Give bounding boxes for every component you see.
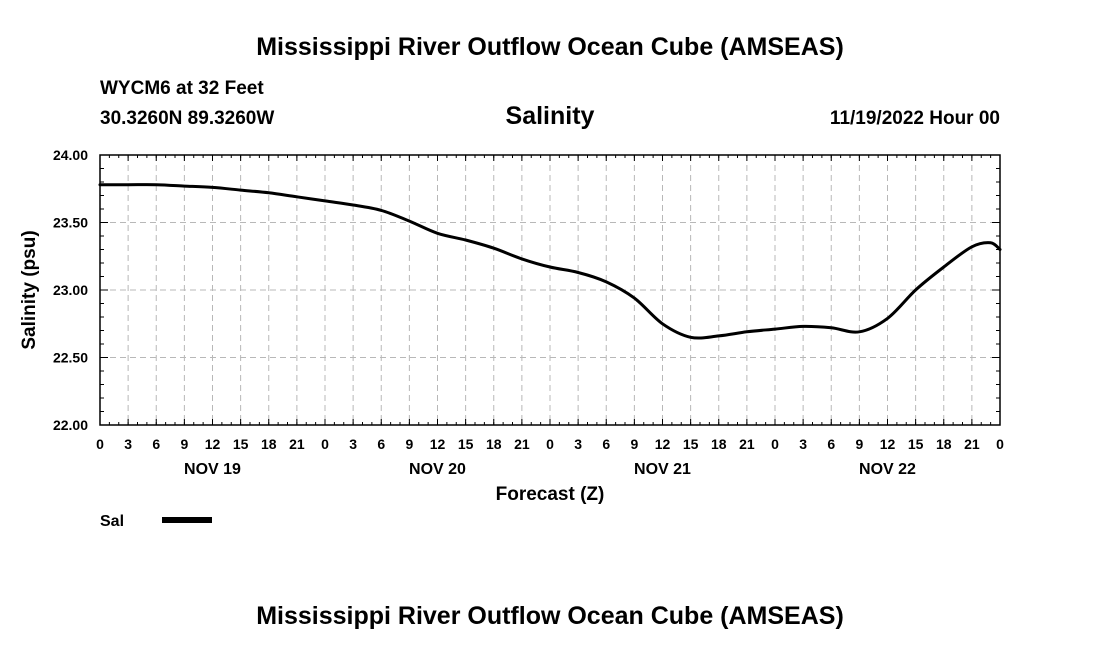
x-tick-label: 3 — [799, 436, 807, 452]
x-tick-label: 9 — [855, 436, 863, 452]
x-tick-label: 21 — [514, 436, 530, 452]
day-label: NOV 22 — [859, 461, 916, 478]
x-tick-label: 15 — [458, 436, 474, 452]
x-tick-label: 0 — [546, 436, 554, 452]
station-label: WYCM6 at 32 Feet — [100, 78, 264, 99]
x-tick-label: 12 — [205, 436, 221, 452]
y-tick-label: 24.00 — [53, 147, 88, 163]
x-tick-label: 3 — [124, 436, 132, 452]
x-tick-label: 0 — [771, 436, 779, 452]
y-tick-label: 23.50 — [53, 215, 88, 231]
x-tick-label: 6 — [377, 436, 385, 452]
x-tick-label: 15 — [233, 436, 249, 452]
x-tick-label: 18 — [261, 436, 277, 452]
day-label: NOV 20 — [409, 461, 466, 478]
y-tick-label: 22.00 — [53, 417, 88, 433]
x-tick-label: 3 — [574, 436, 582, 452]
x-tick-label: 9 — [405, 436, 413, 452]
x-tick-label: 21 — [289, 436, 305, 452]
y-axis-label: Salinity (psu) — [19, 230, 40, 349]
x-tick-label: 9 — [630, 436, 638, 452]
x-tick-label: 12 — [880, 436, 896, 452]
x-axis-label: Forecast (Z) — [496, 484, 605, 505]
y-tick-label: 22.50 — [53, 350, 88, 366]
x-tick-label: 6 — [827, 436, 835, 452]
x-tick-label: 12 — [430, 436, 446, 452]
x-tick-label: 0 — [321, 436, 329, 452]
x-tick-label: 3 — [349, 436, 357, 452]
day-label: NOV 21 — [634, 461, 691, 478]
series-line-sal — [98, 183, 1002, 340]
x-tick-label: 18 — [936, 436, 952, 452]
coordinates-label: 30.3260N 89.3260W — [100, 108, 274, 129]
plot-frame — [99, 154, 1001, 426]
label-layer: 0 3 6 9 12 15 18 21 0 3 6 9 12 15 18 21 0 3 6 9 12 15 18 21 0 3 6 9… — [53, 147, 1004, 478]
x-tick-label: 18 — [711, 436, 727, 452]
x-tick-label: 18 — [486, 436, 502, 452]
x-tick-label: 6 — [602, 436, 610, 452]
x-tick-label: 12 — [655, 436, 671, 452]
chart-title: Salinity — [506, 102, 595, 130]
footer-title: Mississippi River Outflow Ocean Cube (AM… — [256, 602, 844, 630]
grid-layer — [100, 155, 1000, 425]
y-tick-label: 23.00 — [53, 282, 88, 298]
x-tick-label: 9 — [180, 436, 188, 452]
x-tick-label: 15 — [908, 436, 924, 452]
day-label: NOV 19 — [184, 461, 241, 478]
x-tick-label: 21 — [964, 436, 980, 452]
legend-label: Sal — [100, 513, 124, 530]
datetime-label: 11/19/2022 Hour 00 — [830, 108, 1000, 129]
x-tick-label: 0 — [996, 436, 1004, 452]
x-tick-label: 21 — [739, 436, 755, 452]
x-tick-label: 15 — [683, 436, 699, 452]
page-title: Mississippi River Outflow Ocean Cube (AM… — [256, 33, 844, 61]
x-tick-label: 6 — [152, 436, 160, 452]
x-tick-label: 0 — [96, 436, 104, 452]
